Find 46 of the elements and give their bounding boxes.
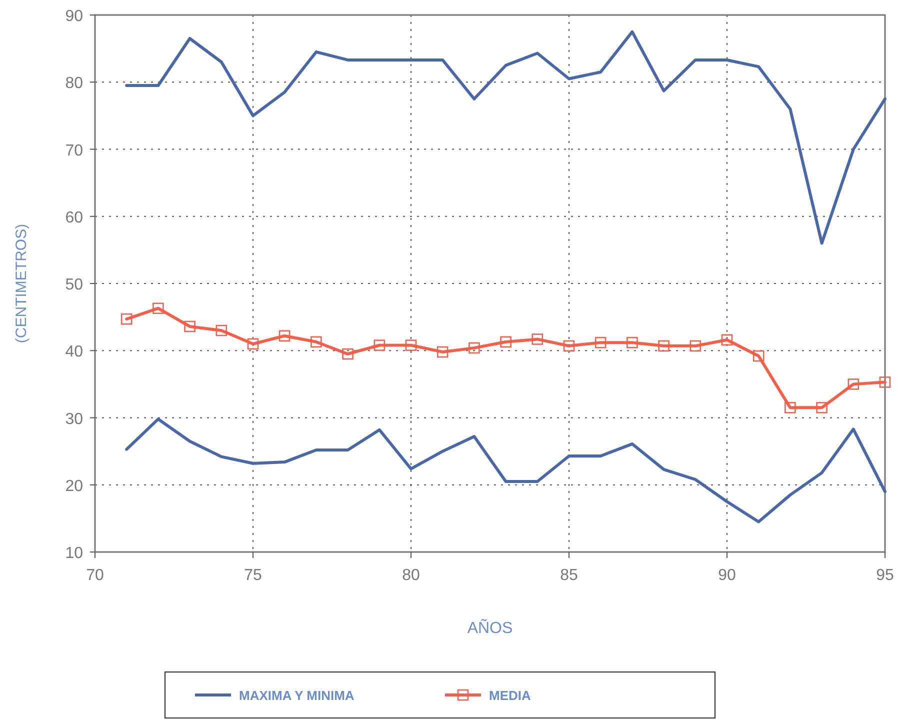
point (342, 348, 354, 360)
point (184, 320, 196, 332)
x-axis-title: AÑOS (467, 618, 513, 637)
point (690, 340, 702, 352)
legend-label: MAXIMA Y MINIMA (239, 688, 355, 703)
y-tick-label: 30 (65, 410, 84, 428)
point (816, 402, 828, 414)
y-tick-label: 90 (65, 8, 84, 25)
y-tick-label: 40 (65, 344, 84, 361)
x-tick-label: 70 (86, 567, 104, 584)
y-tick-label: 60 (65, 209, 84, 226)
point (879, 376, 891, 388)
point (468, 342, 480, 354)
x-tick-label: 95 (876, 567, 894, 584)
point (848, 378, 860, 390)
point (310, 336, 322, 348)
x-tick-label: 80 (402, 567, 420, 584)
point (436, 346, 448, 358)
x-tick-label: 85 (560, 567, 578, 584)
point (374, 340, 386, 351)
point (563, 340, 575, 352)
point (405, 340, 417, 351)
legend-label: MEDIA (489, 688, 532, 703)
point (784, 402, 796, 414)
line-series (125, 30, 886, 245)
point (658, 340, 670, 352)
point (626, 336, 638, 348)
x-tick-label: 90 (718, 567, 736, 584)
point (216, 324, 228, 336)
point (278, 330, 290, 342)
x-tick-label: 75 (244, 567, 262, 584)
y-tick-label: 10 (65, 545, 84, 562)
point (120, 313, 132, 325)
y-tick-label: 70 (65, 142, 84, 160)
y-axis-title: (CENTIMETROS) (13, 224, 30, 344)
point (752, 350, 764, 362)
y-tick-label: 20 (65, 478, 84, 495)
point (532, 334, 544, 345)
point (594, 336, 606, 348)
point (247, 338, 259, 350)
point (152, 302, 164, 314)
line-series (125, 418, 886, 524)
point (500, 336, 512, 348)
y-tick-label: 80 (65, 75, 84, 92)
point (721, 334, 733, 346)
y-tick-label: 50 (65, 276, 84, 294)
